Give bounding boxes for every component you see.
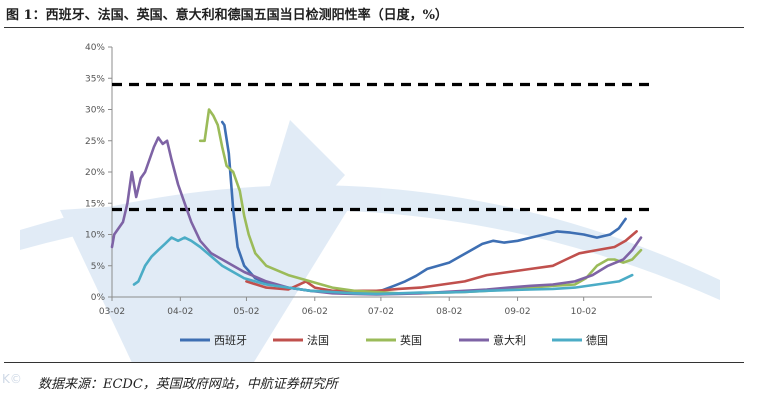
title-rule xyxy=(4,27,744,28)
x-tick-label: 04-02 xyxy=(167,307,193,317)
footer-rule xyxy=(4,362,744,363)
x-tick-label: 10-02 xyxy=(571,307,597,317)
legend-label: 意大利 xyxy=(493,333,526,347)
legend: 西班牙 法国 英国 意大利 德国 xyxy=(180,333,608,347)
y-tick-label: 25% xyxy=(85,137,105,147)
legend-label: 法国 xyxy=(307,333,329,347)
series-line xyxy=(132,236,634,296)
y-tick-label: 0% xyxy=(91,293,106,303)
reference-lines xyxy=(112,82,652,212)
x-tick-label: 06-02 xyxy=(302,307,328,317)
x-tick-label: 03-02 xyxy=(99,307,125,317)
x-tick-label: 05-02 xyxy=(233,307,259,317)
legend-label: 德国 xyxy=(586,333,608,347)
source-note: 数据来源：ECDC，英国政府网站，中航证券研究所 xyxy=(38,377,338,392)
figure-title: 图 1：西班牙、法国、英国、意大利和德国五国当日检测阳性率（日度，%） xyxy=(6,8,448,23)
series-line xyxy=(245,230,638,293)
x-tick-label: 08-02 xyxy=(436,307,462,317)
y-tick-label: 5% xyxy=(91,262,106,272)
series-layer xyxy=(110,108,643,296)
series-line xyxy=(198,108,643,295)
legend-label: 西班牙 xyxy=(214,334,247,347)
y-tick-label: 40% xyxy=(85,43,105,53)
series-line xyxy=(110,136,643,296)
y-tick-label: 15% xyxy=(85,199,105,209)
watermark xyxy=(20,120,720,362)
chart: 0% 5% 10% 15% 20% 25% 30% 35% 40% 03-02 04-02 05-02… xyxy=(20,43,720,362)
y-tick-label: 35% xyxy=(85,74,105,84)
x-tick-label: 07-02 xyxy=(368,307,394,317)
x-tick-label: 09-02 xyxy=(504,307,530,317)
y-tick-label: 20% xyxy=(85,168,105,178)
legend-label: 英国 xyxy=(400,333,422,347)
y-tick-label: 30% xyxy=(85,106,105,116)
watermark-logo: K© xyxy=(2,372,22,386)
y-tick-label: 10% xyxy=(85,231,105,241)
axes: 0% 5% 10% 15% 20% 25% 30% 35% 40% 03-02 04-02 05-02… xyxy=(85,43,652,317)
